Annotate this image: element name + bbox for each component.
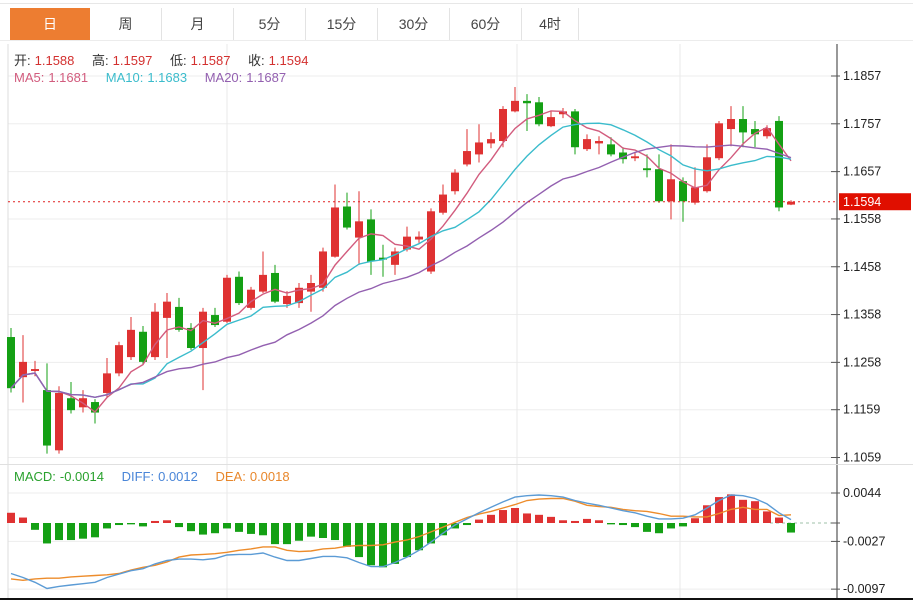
candles xyxy=(7,86,795,454)
low-value: 1.1587 xyxy=(190,53,231,68)
low-label: 低: xyxy=(170,53,187,68)
svg-text:1.1159: 1.1159 xyxy=(843,403,880,417)
gridlines xyxy=(7,44,837,598)
tab-5min[interactable]: 5分 xyxy=(234,8,306,40)
price-axis: 1.1857 1.1757 1.1657 1.1558 1.1458 1.1358 1.12… xyxy=(831,44,911,598)
svg-text:1.1258: 1.1258 xyxy=(843,355,881,369)
tab-4hour[interactable]: 4时 xyxy=(522,8,579,40)
svg-text:1.1757: 1.1757 xyxy=(843,117,881,131)
tab-day[interactable]: 日 xyxy=(10,8,90,40)
macd-label: MACD: xyxy=(14,469,56,484)
tab-30min[interactable]: 30分 xyxy=(378,8,450,40)
ma5-value: 1.1681 xyxy=(48,70,89,85)
top-border xyxy=(0,3,913,4)
macd-legend: MACD: -0.0014 DIFF: 0.0012 DEA: 0.0018 xyxy=(14,469,294,484)
ma-legend: MA5: 1.1681 MA10: 1.1683 MA20: 1.1687 xyxy=(14,70,290,85)
high-label: 高: xyxy=(92,53,109,68)
high-value: 1.1597 xyxy=(112,53,153,68)
svg-text:1.1657: 1.1657 xyxy=(843,165,881,179)
diff-label: DIFF: xyxy=(121,469,155,484)
open-value: 1.1588 xyxy=(34,53,75,68)
close-label: 收: xyxy=(248,53,265,68)
tab-15min[interactable]: 15分 xyxy=(306,8,378,40)
dea-label: DEA: xyxy=(215,469,246,484)
svg-text:1.1594: 1.1594 xyxy=(843,195,881,209)
close-value: 1.1594 xyxy=(268,53,309,68)
dea-value: 0.0018 xyxy=(249,469,290,484)
ma10-label: MA10: xyxy=(105,70,144,85)
svg-text:1.1059: 1.1059 xyxy=(843,451,881,465)
ma20-label: MA20: xyxy=(204,70,243,85)
tab-week[interactable]: 周 xyxy=(90,8,162,40)
tabbar-divider xyxy=(0,40,913,41)
svg-text:-0.0027: -0.0027 xyxy=(843,534,885,548)
macd-panel xyxy=(7,494,837,590)
ma5-label: MA5: xyxy=(14,70,45,85)
tab-60min[interactable]: 60分 xyxy=(450,8,522,40)
ma10-value: 1.1683 xyxy=(147,70,188,85)
diff-value: 0.0012 xyxy=(158,469,198,484)
ohlc-legend: 开: 1.1588 高: 1.1597 低: 1.1587 收: 1.1594 xyxy=(14,50,312,69)
bottom-border xyxy=(0,598,913,600)
ma20-value: 1.1687 xyxy=(246,70,287,85)
svg-text:1.1857: 1.1857 xyxy=(843,69,881,83)
panel-separator xyxy=(0,464,913,465)
timeframe-tabbar: 日 周 月 5分 15分 30分 60分 4时 xyxy=(10,8,579,40)
open-label: 开: xyxy=(14,53,31,68)
svg-text:1.1558: 1.1558 xyxy=(843,212,881,226)
current-price-badge xyxy=(839,193,911,211)
svg-text:-0.0097: -0.0097 xyxy=(843,582,885,596)
svg-text:0.0044: 0.0044 xyxy=(843,486,881,500)
svg-text:1.1458: 1.1458 xyxy=(843,260,881,274)
macd-value: -0.0014 xyxy=(59,469,104,484)
ma-lines xyxy=(10,110,792,413)
tab-month[interactable]: 月 xyxy=(162,8,234,40)
svg-text:1.1358: 1.1358 xyxy=(843,308,881,322)
